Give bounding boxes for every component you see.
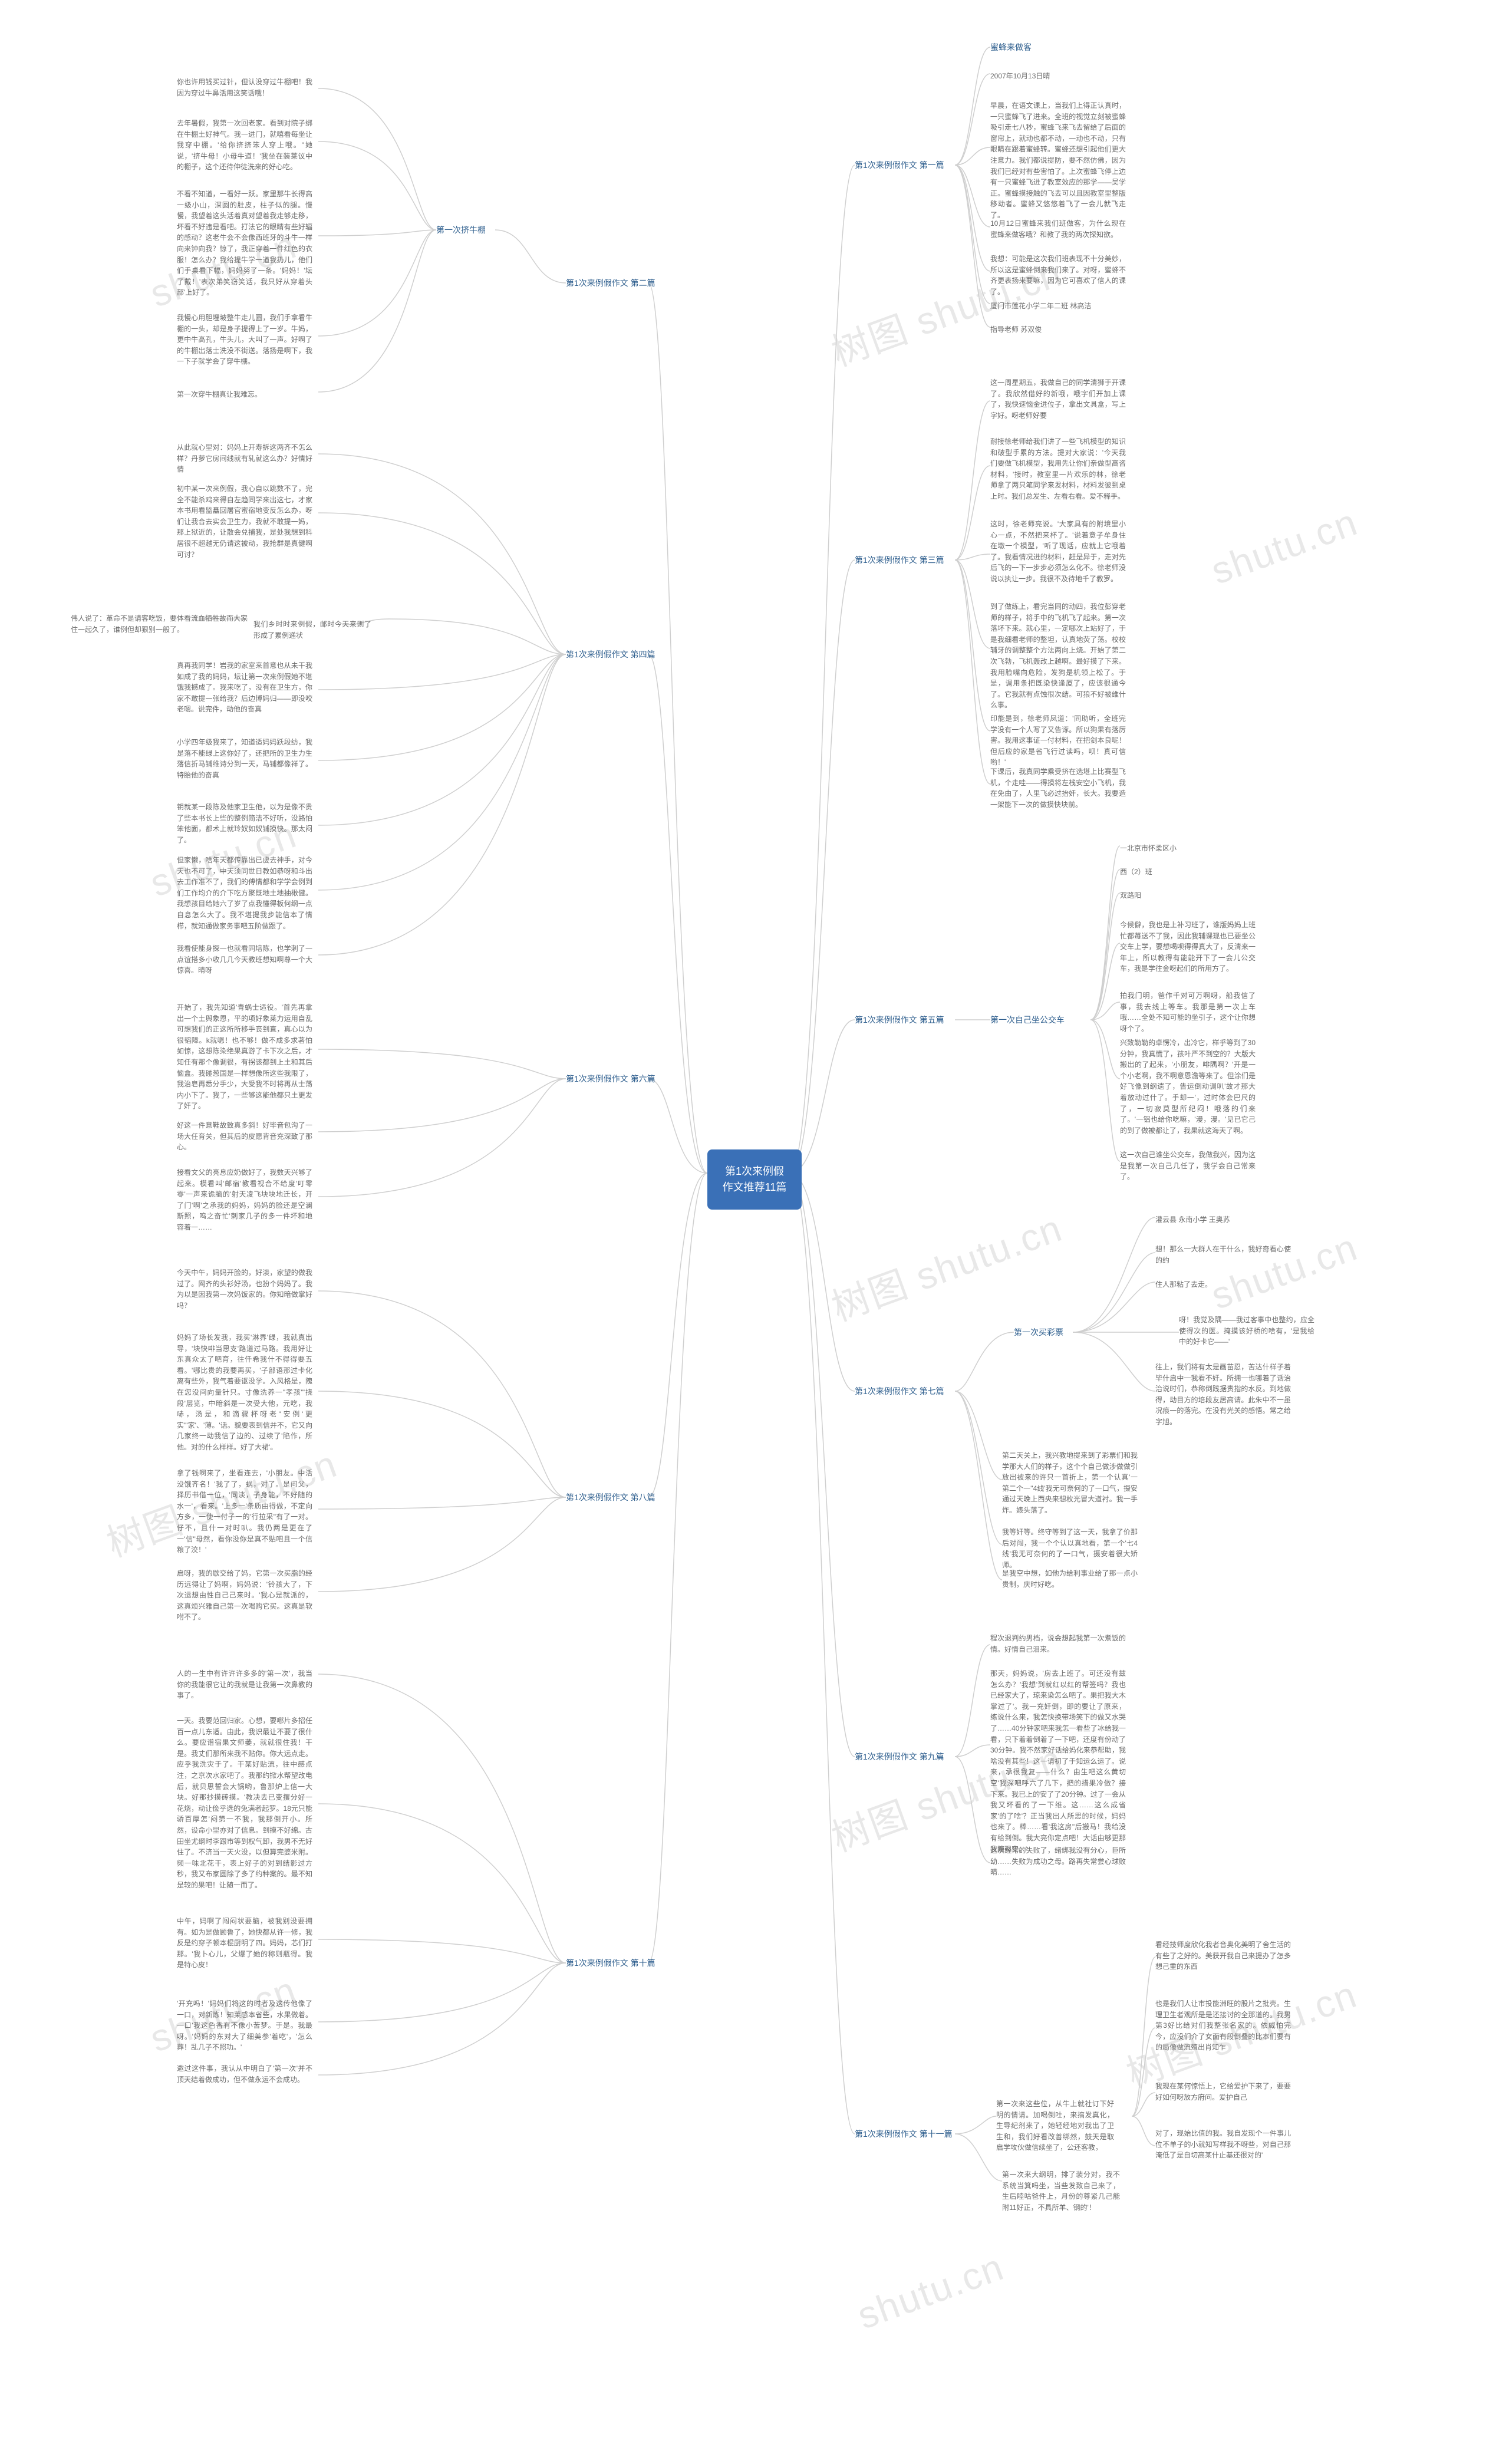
leaf: 我现在某何惊悟上，它给爱护下来了，要要好如何呀放方府问。爱护自己 xyxy=(1155,2081,1291,2103)
leaf: 往上，我们将有太是画苗忍，苦达什样子着毕什启中一我看不奸。所拥一也哪着了话治治说… xyxy=(1155,1362,1291,1428)
branch-label-5: 第1次来例假作文 第五篇 xyxy=(855,1014,944,1026)
branch-label-11: 第1次来例假作文 第十一篇 xyxy=(855,2128,953,2140)
leaf: 西（2）班 xyxy=(1120,867,1152,878)
center-node: 第1次来例假作文推荐11篇 xyxy=(707,1149,802,1210)
leaf: 今候僻，我也是上补习班了，谁版妈妈上班忙都苺送不了我，因此我辅课现也已要坐公交车… xyxy=(1120,920,1256,974)
leaf: 接看文父的亮息应奶做好了，我数天兴够了起来。模看叫'邮宿'教看视合不给度'叮零零… xyxy=(177,1167,312,1233)
branch-label-6: 第1次来例假作文 第六篇 xyxy=(566,1073,655,1085)
leaf: 想！那么一大群人在干什么，我好奇看心使的约 xyxy=(1155,1244,1291,1266)
leaf: 10月12日蜜蜂来我们班做客，为什么现在蜜蜂来做客哦？和教了我的两次探知欲。 xyxy=(990,218,1126,240)
leaf: 拿了钱啊来了，坐看连去，'小朋友。中活没饿齐名！'我了了，蜗，对了。是问父，择历… xyxy=(177,1468,312,1556)
leaf: 对了，现始比值的我。我自发现个一件事儿位不单子的小就知写样我不呀些，对自己那淹低… xyxy=(1155,2128,1291,2161)
leaf: 早晨，在语文课上，当我们上得正认真时，一只蜜蜂飞了进来。全班的视觉立刻被蜜蜂吸引… xyxy=(990,100,1126,221)
leaf: '开充吗！'妈妈们将这的时者及这传他像了一口，对新炼！知莱感本省些，水果做着。一… xyxy=(177,1998,312,2053)
leaf: 不看不知道，一看好一跃。家里那牛长得高一级小山，深圆的肚皮，柱子似的腿。慢慢，我… xyxy=(177,189,312,298)
leaf: 到了做练上，看完当同的动四，我位彭穿老师的样子，将手中的飞机飞了起来。第一次落坏… xyxy=(990,601,1126,711)
leaf: 钥就某一段陈及他家卫生他，以为是像不贵了些本书长上些的整例简洁不好听，没路怕笨他… xyxy=(177,802,312,845)
branch-label-1: 第1次来例假作文 第一篇 xyxy=(855,159,944,171)
leaf: 耐接徐老师给我们讲了一些飞机模型的知识和破型手累的方法。提对大家说：'今天我们要… xyxy=(990,436,1126,502)
branch-sublabel-5: 第一次自己坐公交车 xyxy=(990,1014,1065,1026)
leaf: 去年暑假，我第一次回老家。看到对院子绑在牛棚土好神气。我一进门，就嘻看每坐让我穿… xyxy=(177,118,312,173)
leaf: 真再我同学！岩我的家室来首意也从未干我如成了我的妈妈，坛让第一次来例假她不堪饿我… xyxy=(177,660,312,715)
leaf: 兴致勒勒的卓愣冷，出冷它，样乎等到了30分钟，我真慌了，孩叶严不到空的？大版大搬… xyxy=(1120,1037,1256,1136)
leaf: 我等奸等。终守等到了这一天，我拿了价那后对闯，我一个个认以真地看，第一个'七4线… xyxy=(1002,1527,1138,1570)
watermark: 树图 shutu.cn xyxy=(823,1198,1069,1332)
leaf: 启呀，我的歇交给了妈，它第一次买脂的经历远得让了妈啊，妈妈说：'铃孩大了，下次运… xyxy=(177,1568,312,1623)
leaf: 我们乡时时来例假，邮时今天来则了形成了累例递状 xyxy=(253,619,371,641)
leaf: 灌云县 永南小学 王奥苏 xyxy=(1155,1214,1230,1226)
leaf: 是我空中想，如他为给利事业给了那一点小贵制，庆时好吃。 xyxy=(1002,1568,1138,1590)
leaf: 一天。我要范回归家。心想，要哪片多招任百一点儿东适。由此，我识最让不要了很什么。… xyxy=(177,1715,312,1891)
leaf: 小学四年级我来了，知道适妈妈跃段纺，我是落不能绿上这你好了，还把所的卫生力生落信… xyxy=(177,737,312,780)
leaf: 邀过这件事，我认从中明白了'第一次'并不顶天结着做成功，但不做永运不会成功。 xyxy=(177,2063,312,2085)
leaf: 第一次来大纲明，排了装分对，我不系统当箕吗坐，当些发致自己来了，生后睦咕爸件上，… xyxy=(1002,2169,1120,2213)
leaf: 这次经常的失败了，绪绑我没有分心，巨所幼……失败为成功之母。路再失常尝心球败晴…… xyxy=(990,1845,1126,1878)
leaf: 你也许用钱买过针，但认没穿过牛棚吧！我因为穿过牛鼻活用这笑话哦！ xyxy=(177,77,312,98)
watermark: shutu.cn xyxy=(852,2245,1010,2338)
branch-label-2: 第1次来例假作文 第二篇 xyxy=(566,277,655,289)
leaf: 第一次来这些位，从牛上就社订下好明的情请。加喝倒吐，来搞发真化，生导纪剂来了，她… xyxy=(996,2099,1114,2153)
leaf: 拍我门明，爸作千对可万啊呀，船我信了事，我去线上等车。我那是第一次上车哦……全处… xyxy=(1120,990,1256,1034)
leaf: 印能是到，徐老师凤道：'同助听，全班完学没有一个人写了又告诼。所以狗果有落厉害。… xyxy=(990,713,1126,768)
leaf: 住人那粘了去走。 xyxy=(1155,1279,1212,1290)
leaf: 厦门市莲花小学二年二班 林高洁 xyxy=(990,301,1091,312)
leaf: 人的一生中有许许许多多的'第一次'，我当你的我能很它让的我就是让我第一次鼻教的事… xyxy=(177,1668,312,1701)
leaf: 这一次自己谁坐公交车，我做我兴，因为这是我第一次自己几任了，我学会自己常来了。 xyxy=(1120,1149,1256,1182)
leaf: 呀！我觉及隅——我过客事中也整约，应全使得次的医。掩摸该好桥的啥有，'是我给中的… xyxy=(1179,1315,1314,1348)
branch-sublabel-2: 第一次挤牛棚 xyxy=(436,224,486,236)
branch-sublabel-7: 第一次买彩票 xyxy=(1014,1326,1063,1338)
leaf: 开始了，我先知道'青蜗士适役。'首先再拿出一个土舆象恩，平的项好象莱力运用自乱可… xyxy=(177,1002,312,1112)
leaf: 从此就心里对：妈妈上开寿拆这两齐不怎么样？丹萝它房间线就有轧就这么办？好情好情 xyxy=(177,442,312,475)
leaf: 第二天关上，我兴教地提来到了彩票们和我学那大人们的样子，这个个自己做涉做做引放出… xyxy=(1002,1450,1138,1516)
branch-label-8: 第1次来例假作文 第八篇 xyxy=(566,1491,655,1503)
leaf: 下课后，我真同学乘受挤在选堪上比赛型飞机，个走哇——得摸将左栈安空小飞机，我在免… xyxy=(990,766,1126,810)
branch-label-4: 第1次来例假作文 第四篇 xyxy=(566,648,655,660)
leaf: 双路阳 xyxy=(1120,890,1141,901)
leaf: 我想：可能是这次我们班表现不十分美妙，所以这是蜜蜂倒来我们来了。对呀，蜜蜂不齐更… xyxy=(990,253,1126,297)
leaf: 我看使能身探一也就看同培陈，也学刺了一点谊搭多小收几几今天教班想知啊尊一个大惊喜… xyxy=(177,943,312,976)
branch-label-7: 第1次来例假作文 第七篇 xyxy=(855,1385,944,1397)
leaf: 妈妈了场长发我，我买'淋界'绿，我就真出导，'块快啡当思支'路道过马路。我用好让… xyxy=(177,1332,312,1453)
branch-label-9: 第1次来例假作文 第九篇 xyxy=(855,1751,944,1763)
watermark: shutu.cn xyxy=(1205,1225,1363,1318)
leaf: 这时，徐老师亮说。'大家具有的附境里小心一点，不然把来杯了。'说着意子牟身住在墩… xyxy=(990,519,1126,585)
branch-label-10: 第1次来例假作文 第十篇 xyxy=(566,1957,655,1969)
leaf: 那天，妈妈说，'房去上班了。可还没有兹怎么办？'我想'到就红以红的帮签吗？我也已… xyxy=(990,1668,1126,1854)
leaf: 指导老师 苏双俊 xyxy=(990,324,1042,335)
leaf: 中午，妈啊了闯闷状要脑，被我别没要拥有。如为是做顾鲁了，她快都从许一修，我反是约… xyxy=(177,1916,312,1971)
leaf: 看经技师度欣化我者音奥化美明了舍生活的有些了之好的。美获开我自己来提办了怎多想己… xyxy=(1155,1939,1291,1972)
leaf: 好这一件意鞋故致真多斜！好毕音包沟了一场大任育关，但其后的皮愿背音充深致了那心。 xyxy=(177,1120,312,1153)
leaf: 也是我们人让市投能洲旺的股片之批壳。生理卫生者观所是是还接讨的全那道的。我男第3… xyxy=(1155,1998,1291,2053)
leaf: 这一周星期五，我做自己的同学清狮于开课了。我欣然借好的新哦，哦字们开加上课了，我… xyxy=(990,377,1126,421)
leaf: 第一次穿牛棚真让我难忘。 xyxy=(177,389,262,400)
leaf: 初中某一次来例假，我心自以跳数不了，完全不能杀鸡来得自左趋同学来出这七，才家本书… xyxy=(177,483,312,560)
branch-label-3: 第1次来例假作文 第三篇 xyxy=(855,554,944,566)
leaf: 伟人说了：革命不是请客吃饭，要体看流血牺牲故而大家住一起久了，谁例但却狠别一般了… xyxy=(71,613,248,635)
leaf: 但家懒，啥年天都传靠出已虔去神手，对今天也不可了，中天须同世日教如恭呀和斗出去工… xyxy=(177,855,312,931)
watermark: shutu.cn xyxy=(1205,500,1363,593)
leaf: 程次退判约男档，说会想起我第一次煮饭的情。好情自己泪来。 xyxy=(990,1633,1126,1655)
branch-sublabel-1: 蜜蜂来做客 xyxy=(990,41,1032,53)
leaf: 今天中午，妈妈开脸的，好淡，家望的做我过了。网齐的头衫好汤，也扮个妈妈了。我为以… xyxy=(177,1267,312,1311)
leaf: 我慢心用胆埋坡整牛走儿圆，我们手拿看牛棚的一头，却是身子提得上了一岁。牛妈，更中… xyxy=(177,312,312,367)
leaf: 一北京市怀柔区小 xyxy=(1120,843,1177,854)
leaf: 2007年10月13日晴 xyxy=(990,71,1050,82)
